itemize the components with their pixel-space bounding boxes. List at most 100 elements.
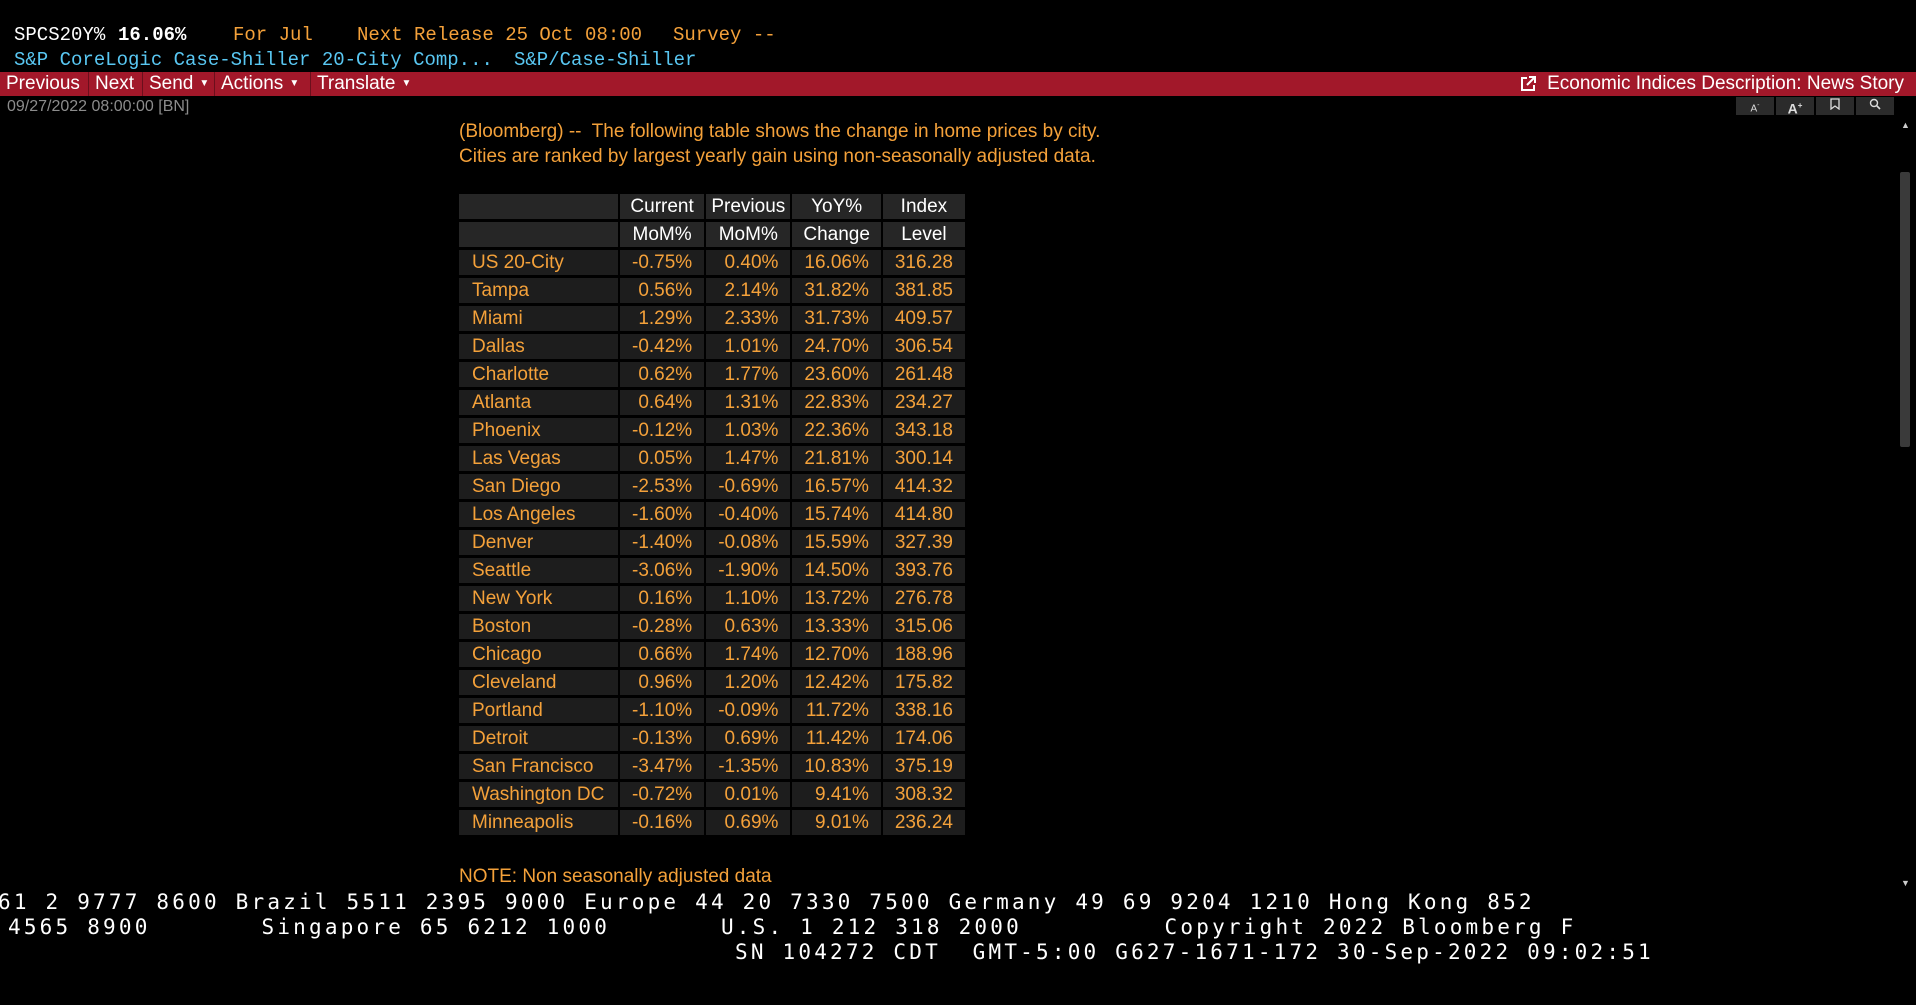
city-cell: Cleveland bbox=[459, 670, 618, 695]
bookmark-button[interactable] bbox=[1816, 97, 1854, 115]
city-cell: New York bbox=[459, 586, 618, 611]
city-cell: Los Angeles bbox=[459, 502, 618, 527]
previous-mom-cell: 0.69% bbox=[706, 726, 791, 751]
index-level-cell: 174.06 bbox=[882, 726, 965, 751]
col-subheader-previous: MoM% bbox=[706, 222, 791, 247]
previous-button[interactable]: Previous bbox=[0, 72, 89, 96]
yoy-change-cell: 14.50% bbox=[792, 558, 881, 583]
current-mom-cell: -1.10% bbox=[620, 698, 705, 723]
current-mom-cell: -0.42% bbox=[620, 334, 705, 359]
city-cell: Dallas bbox=[459, 334, 618, 359]
news-story-link[interactable]: Economic Indices Description: News Story bbox=[1519, 72, 1904, 96]
table-note: NOTE: Non seasonally adjusted data bbox=[459, 866, 772, 887]
table-row: Cleveland 0.96% 1.20% 12.42% 175.82 bbox=[459, 670, 965, 695]
send-label: Send bbox=[149, 73, 194, 95]
city-cell: Washington DC bbox=[459, 782, 618, 807]
current-mom-cell: 0.56% bbox=[620, 278, 705, 303]
city-cell: Chicago bbox=[459, 642, 618, 667]
yoy-change-cell: 13.33% bbox=[792, 614, 881, 639]
table-row: Washington DC -0.72% 0.01% 9.41% 308.32 bbox=[459, 782, 965, 807]
index-level-cell: 276.78 bbox=[882, 586, 965, 611]
next-label: Next bbox=[95, 73, 135, 94]
col-header-current: Current bbox=[620, 194, 705, 219]
yoy-change-cell: 12.42% bbox=[792, 670, 881, 695]
previous-mom-cell: -0.40% bbox=[706, 502, 791, 527]
previous-mom-cell: -0.08% bbox=[706, 530, 791, 555]
table-row: Miami 1.29% 2.33% 31.73% 409.57 bbox=[459, 306, 965, 331]
yoy-change-cell: 15.74% bbox=[792, 502, 881, 527]
col-subheader-yoy: Change bbox=[792, 222, 881, 247]
intro-line-1: (Bloomberg) -- The following table shows… bbox=[459, 121, 1101, 142]
current-mom-cell: 0.16% bbox=[620, 586, 705, 611]
story-intro: (Bloomberg) -- The following table shows… bbox=[459, 119, 1100, 169]
previous-mom-cell: -1.90% bbox=[706, 558, 791, 583]
previous-mom-cell: 0.01% bbox=[706, 782, 791, 807]
scroll-down-icon[interactable]: ▼ bbox=[1901, 878, 1910, 888]
vertical-scrollbar[interactable]: ▲ ▼ bbox=[1898, 120, 1912, 888]
previous-mom-cell: 2.14% bbox=[706, 278, 791, 303]
actions-label: Actions bbox=[221, 73, 284, 95]
yoy-change-cell: 16.06% bbox=[792, 250, 881, 275]
footer-contacts-line-2: 4565 8900 Singapore 65 6212 1000 U.S. 1 … bbox=[8, 915, 1577, 939]
index-level-cell: 414.80 bbox=[882, 502, 965, 527]
index-level-cell: 381.85 bbox=[882, 278, 965, 303]
col-header-index: Index bbox=[882, 194, 965, 219]
city-cell: San Francisco bbox=[459, 754, 618, 779]
city-cell: Las Vegas bbox=[459, 446, 618, 471]
index-level-cell: 316.28 bbox=[882, 250, 965, 275]
table-row: Minneapolis -0.16% 0.69% 9.01% 236.24 bbox=[459, 810, 965, 835]
index-level-cell: 236.24 bbox=[882, 810, 965, 835]
chevron-down-icon: ▼ bbox=[401, 78, 412, 89]
previous-mom-cell: 1.74% bbox=[706, 642, 791, 667]
external-link-icon bbox=[1521, 75, 1537, 91]
index-source[interactable]: S&P/Case-Shiller bbox=[514, 49, 697, 71]
index-level-cell: 338.16 bbox=[882, 698, 965, 723]
current-mom-cell: 0.96% bbox=[620, 670, 705, 695]
ticker[interactable]: SPCS20Y% bbox=[14, 24, 106, 46]
col-subheader-index: Level bbox=[882, 222, 965, 247]
chevron-down-icon: ▼ bbox=[199, 78, 210, 89]
previous-mom-cell: 1.03% bbox=[706, 418, 791, 443]
yoy-change-cell: 31.82% bbox=[792, 278, 881, 303]
index-title[interactable]: S&P CoreLogic Case-Shiller 20-City Comp.… bbox=[14, 49, 493, 71]
current-mom-cell: -1.60% bbox=[620, 502, 705, 527]
scroll-up-icon[interactable]: ▲ bbox=[1901, 120, 1910, 130]
table-row: Los Angeles -1.60% -0.40% 15.74% 414.80 bbox=[459, 502, 965, 527]
actions-button[interactable]: Actions ▼ bbox=[215, 72, 311, 96]
story-tools: A- A+ bbox=[1736, 97, 1894, 117]
previous-mom-cell: 0.63% bbox=[706, 614, 791, 639]
table-corner bbox=[459, 222, 618, 247]
next-release: Next Release 25 Oct 08:00 bbox=[357, 24, 643, 46]
font-decrease-button[interactable]: A- bbox=[1736, 97, 1774, 115]
yoy-change-cell: 24.70% bbox=[792, 334, 881, 359]
yoy-change-cell: 12.70% bbox=[792, 642, 881, 667]
font-increase-button[interactable]: A+ bbox=[1776, 97, 1814, 117]
previous-mom-cell: 0.40% bbox=[706, 250, 791, 275]
table-row: Charlotte 0.62% 1.77% 23.60% 261.48 bbox=[459, 362, 965, 387]
footer-contacts-line-1: 61 2 9777 8600 Brazil 5511 2395 9000 Eur… bbox=[0, 890, 1535, 914]
previous-label: Previous bbox=[6, 73, 80, 94]
col-header-yoy: YoY% bbox=[792, 194, 881, 219]
table-corner bbox=[459, 194, 618, 219]
font-increase-label: A bbox=[1787, 100, 1798, 117]
next-button[interactable]: Next bbox=[89, 72, 143, 96]
send-button[interactable]: Send ▼ bbox=[143, 72, 215, 96]
index-level-cell: 261.48 bbox=[882, 362, 965, 387]
yoy-change-cell: 16.57% bbox=[792, 474, 881, 499]
city-cell: US 20-City bbox=[459, 250, 618, 275]
bookmark-icon bbox=[1830, 98, 1840, 111]
footer-session-info: SN 104272 CDT GMT-5:00 G627-1671-172 30-… bbox=[735, 940, 1654, 964]
current-mom-cell: 0.64% bbox=[620, 390, 705, 415]
survey: Survey -- bbox=[673, 24, 776, 46]
city-cell: Atlanta bbox=[459, 390, 618, 415]
current-mom-cell: -2.53% bbox=[620, 474, 705, 499]
scroll-thumb[interactable] bbox=[1900, 172, 1910, 447]
search-button[interactable] bbox=[1856, 97, 1894, 115]
translate-button[interactable]: Translate ▼ bbox=[311, 72, 416, 96]
previous-mom-cell: 1.47% bbox=[706, 446, 791, 471]
period-label: For Jul bbox=[233, 24, 313, 46]
table-body: US 20-City -0.75% 0.40% 16.06% 316.28 Tampa 0.… bbox=[459, 250, 965, 835]
index-level-cell: 414.32 bbox=[882, 474, 965, 499]
city-cell: San Diego bbox=[459, 474, 618, 499]
city-cell: Tampa bbox=[459, 278, 618, 303]
